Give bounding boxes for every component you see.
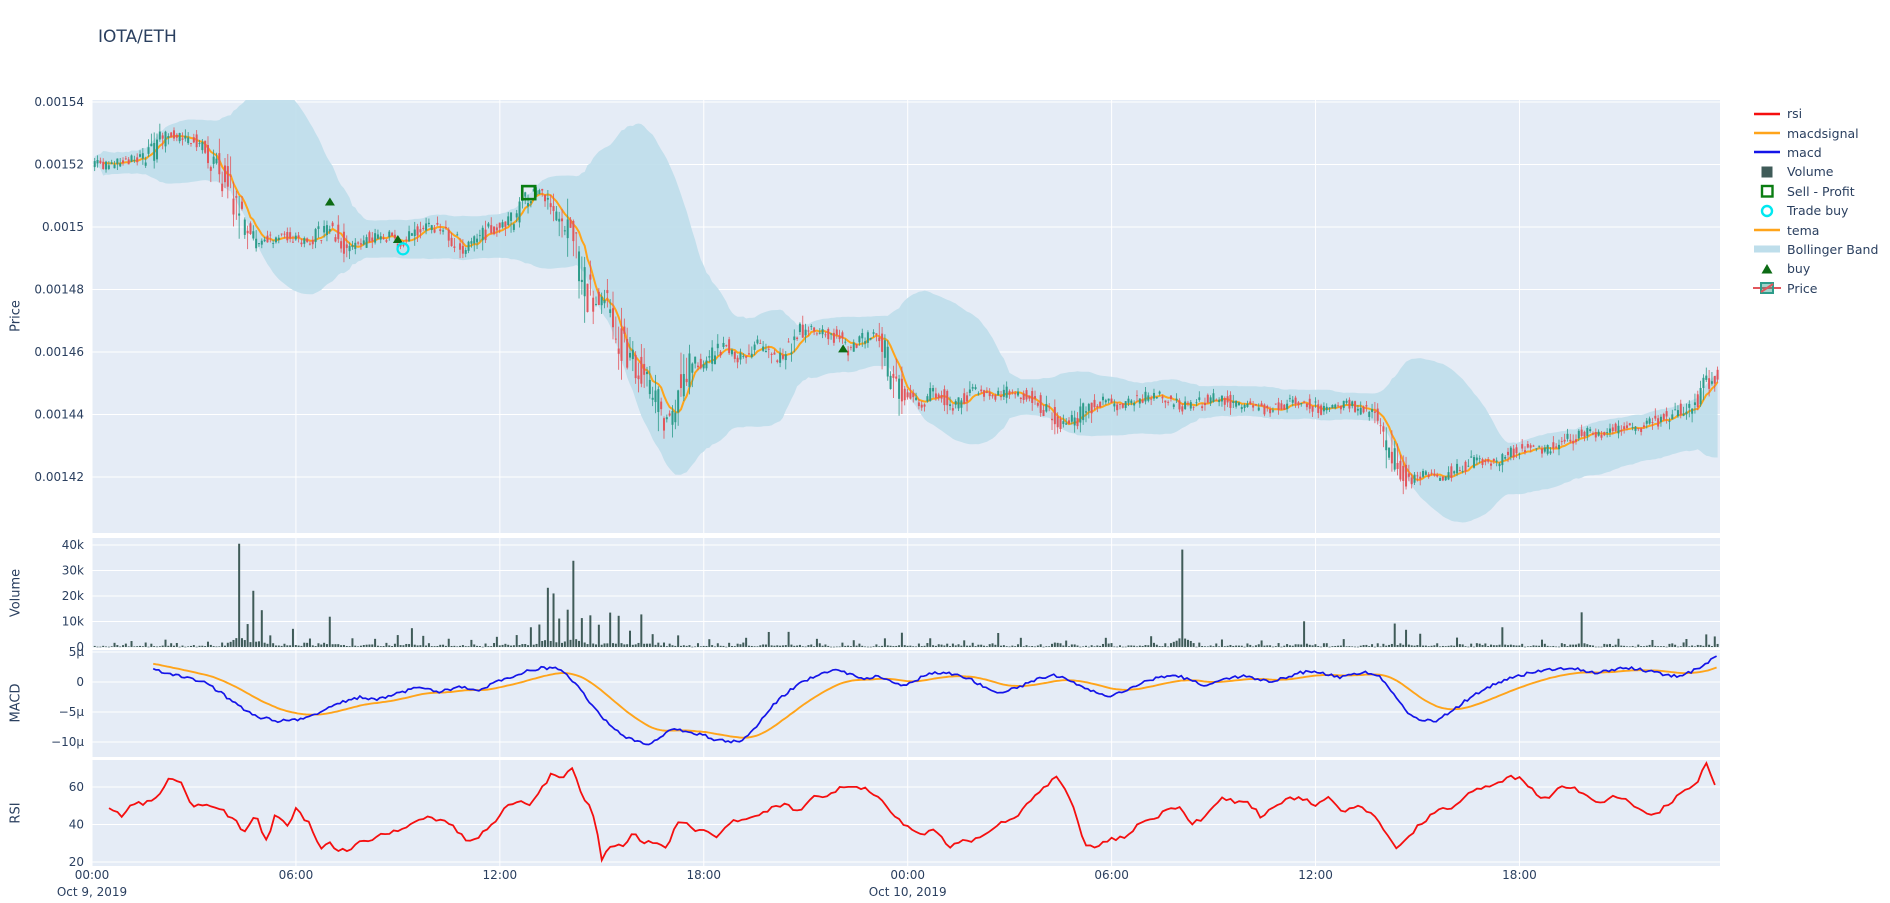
legend-item-label: rsi xyxy=(1787,106,1803,122)
macd-series xyxy=(152,655,1717,746)
svg-text:20k: 20k xyxy=(62,589,84,603)
rsi-panel xyxy=(91,760,1720,866)
tema-legend-marker-icon xyxy=(1754,228,1780,232)
buy-marker xyxy=(838,344,849,353)
legend-item-label: tema xyxy=(1787,222,1820,238)
trade-buy-legend-marker-icon xyxy=(1760,204,1774,217)
svg-text:40: 40 xyxy=(69,818,84,832)
rsi-series xyxy=(108,761,1716,863)
svg-text:60: 60 xyxy=(69,780,84,794)
macdsignal-line xyxy=(153,662,1717,739)
rsi-legend-marker-icon xyxy=(1754,112,1780,115)
legend-item-macd[interactable]: macd xyxy=(1752,143,1878,162)
price-legend-marker-icon xyxy=(1753,282,1781,295)
legend-item-label: Sell - Profit xyxy=(1787,183,1855,199)
sell-profit-marker xyxy=(520,184,537,201)
svg-text:0.00142: 0.00142 xyxy=(34,470,84,484)
svg-text:30k: 30k xyxy=(62,564,84,578)
svg-text:00:00: 00:00 xyxy=(75,868,110,882)
svg-text:12:00: 12:00 xyxy=(1298,868,1333,882)
legend-item-sell-profit[interactable]: Sell - Profit xyxy=(1752,182,1878,201)
legend-item-macdsignal[interactable]: macdsignal xyxy=(1752,123,1878,142)
svg-text:40k: 40k xyxy=(62,538,84,552)
svg-text:0.00146: 0.00146 xyxy=(34,345,84,359)
svg-text:0.00144: 0.00144 xyxy=(34,408,84,422)
legend-item-label: Volume xyxy=(1787,164,1834,180)
chart-title: IOTA/ETH xyxy=(98,27,177,47)
candlesticks xyxy=(93,123,1719,495)
legend-item-label: macdsignal xyxy=(1787,125,1859,141)
svg-text:Oct 10, 2019: Oct 10, 2019 xyxy=(869,885,947,899)
legend-item-buy[interactable]: buy xyxy=(1752,259,1878,278)
svg-text:0.0015: 0.0015 xyxy=(42,220,84,234)
svg-text:00:00: 00:00 xyxy=(890,868,925,882)
svg-text:20: 20 xyxy=(69,855,84,869)
legend-item-bollinger-band[interactable]: Bollinger Band xyxy=(1752,240,1878,259)
macd-panel xyxy=(91,650,1720,757)
bollinger-band xyxy=(94,100,1718,523)
buy-marker xyxy=(324,197,335,206)
svg-text:12:00: 12:00 xyxy=(483,868,518,882)
legend-item-price[interactable]: Price xyxy=(1752,279,1878,298)
svg-text:0: 0 xyxy=(76,640,84,654)
volume-panel xyxy=(91,538,1720,648)
axis-tick-labels: 0.00154 0.00152 0.0015 0.00148 0.00146 0.0014… xyxy=(34,95,1536,899)
svg-text:5μ: 5μ xyxy=(69,645,85,659)
macdsignal-legend-marker-icon xyxy=(1754,131,1780,135)
legend-item-volume[interactable]: Volume xyxy=(1752,162,1878,181)
legend-item-label: Price xyxy=(1787,280,1818,296)
macd-legend-marker-icon xyxy=(1754,151,1780,154)
buy-legend-marker-icon xyxy=(1761,263,1773,274)
svg-text:06:00: 06:00 xyxy=(279,868,314,882)
svg-text:18:00: 18:00 xyxy=(686,868,721,882)
macd-line xyxy=(152,655,1717,746)
svg-text:0.00154: 0.00154 xyxy=(34,95,84,109)
legend: rsi macdsignal macd Volume Sell - Profit Trad… xyxy=(1752,104,1878,298)
legend-item-label: Trade buy xyxy=(1787,203,1849,219)
legend-item-rsi[interactable]: rsi xyxy=(1752,104,1878,123)
volume-legend-marker-icon xyxy=(1761,166,1773,178)
svg-text:06:00: 06:00 xyxy=(1094,868,1129,882)
bollinger-band-legend-marker-icon xyxy=(1754,245,1780,253)
trade-buy-marker xyxy=(396,242,410,256)
trade-markers xyxy=(324,184,849,353)
svg-text:0.00148: 0.00148 xyxy=(34,283,84,297)
legend-item-label: macd xyxy=(1787,144,1822,160)
volume-bars xyxy=(93,543,1719,648)
svg-text:10k: 10k xyxy=(62,615,84,629)
legend-item-label: Bollinger Band xyxy=(1787,241,1879,257)
buy-marker xyxy=(392,235,403,243)
rsi-line xyxy=(108,761,1716,863)
svg-text:−5μ: −5μ xyxy=(59,705,85,719)
legend-item-tema[interactable]: tema xyxy=(1752,220,1878,239)
legend-item-label: buy xyxy=(1787,261,1811,277)
svg-text:−10μ: −10μ xyxy=(51,735,84,749)
sell-profit-legend-marker-icon xyxy=(1760,185,1774,198)
svg-text:0.00152: 0.00152 xyxy=(34,158,84,172)
legend-item-trade-buy[interactable]: Trade buy xyxy=(1752,201,1878,220)
svg-text:0: 0 xyxy=(76,675,84,689)
svg-text:18:00: 18:00 xyxy=(1502,868,1537,882)
svg-text:Oct 9, 2019: Oct 9, 2019 xyxy=(57,885,127,899)
